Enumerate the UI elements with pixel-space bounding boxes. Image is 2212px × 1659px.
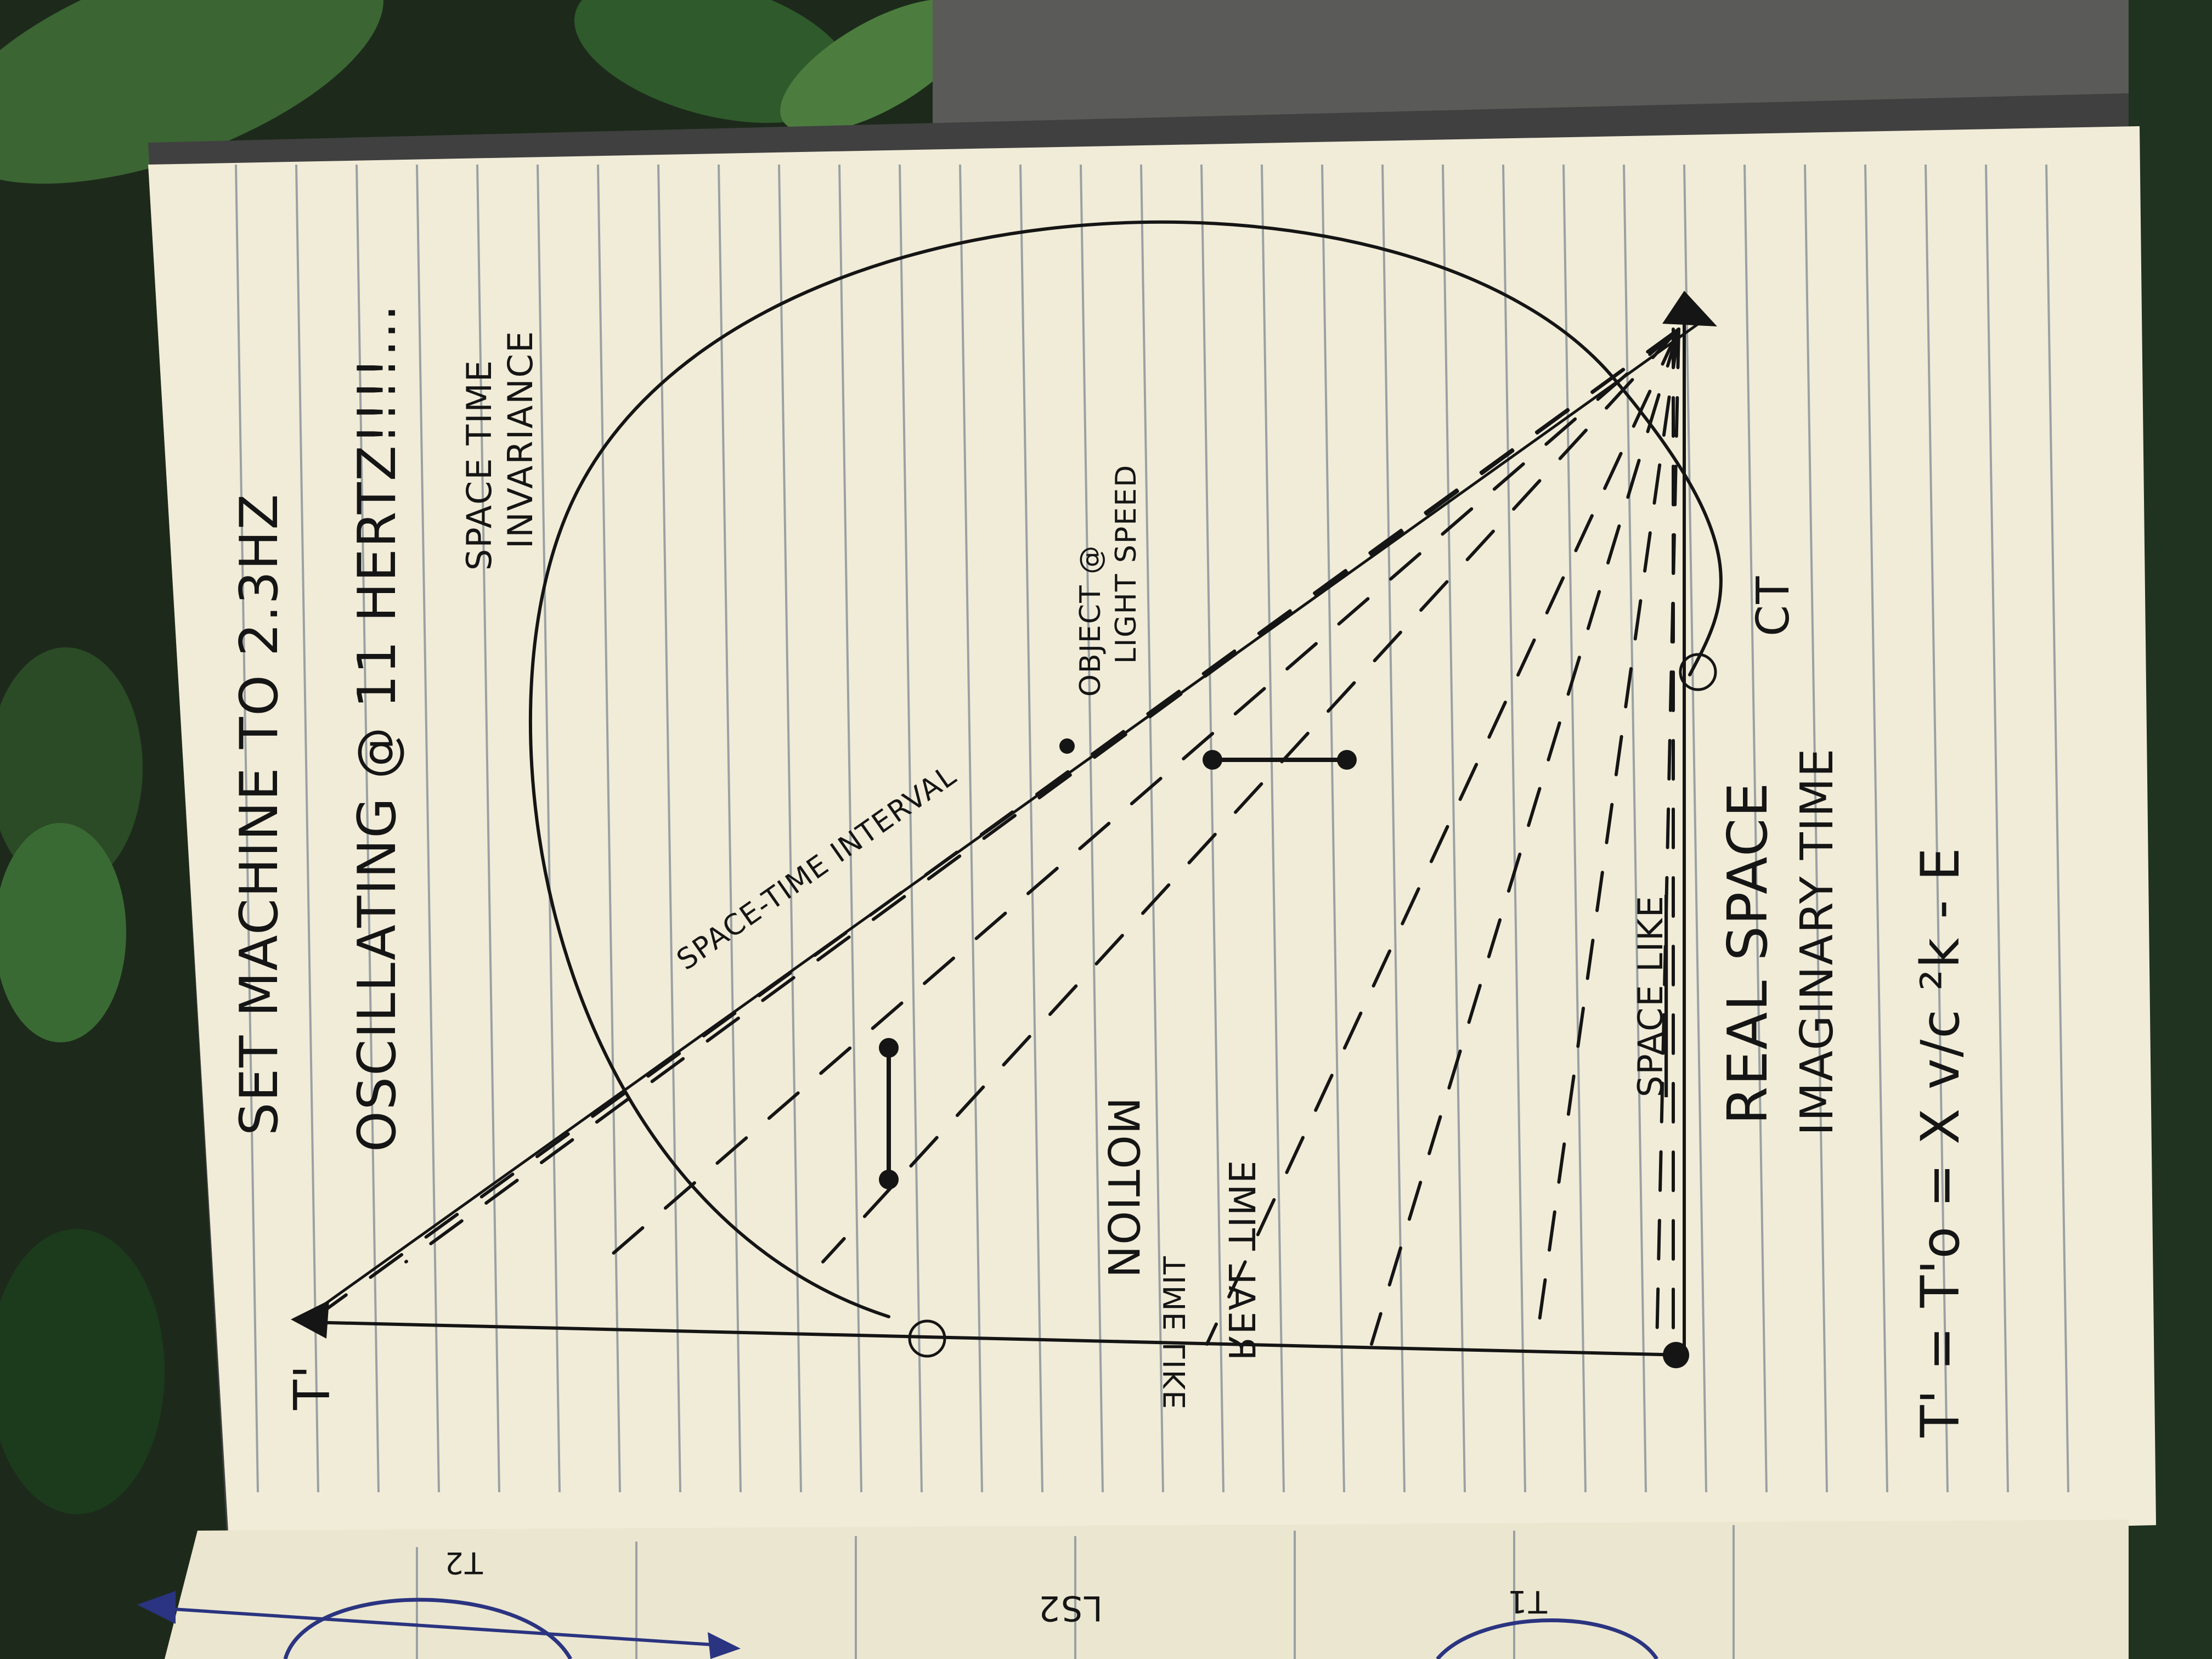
arrowhead-icon — [291, 1300, 329, 1339]
real-space-label: REAL SPACE — [1716, 781, 1780, 1125]
object-label-1: OBJECT @ — [1074, 545, 1107, 697]
marker-circle — [908, 1319, 946, 1358]
t-prime-label: T' — [284, 1364, 341, 1410]
space-like-label: SPACE LIKE — [1630, 895, 1671, 1097]
invariance-label-2: INVARIANCE — [500, 330, 540, 549]
facing-arc — [283, 1598, 573, 1659]
time-like-label: TIME LIKE — [1158, 1256, 1192, 1410]
arrowhead-icon — [708, 1632, 741, 1659]
invariance-arc — [528, 220, 1723, 1318]
dashed-rays — [322, 328, 1680, 1346]
facing-axis — [148, 1606, 730, 1647]
note-line-2: OSCILLATING @ 11 HERTZ!!!!... — [347, 303, 408, 1152]
invariance-label-1: SPACE TIME — [459, 359, 499, 571]
marker-circle — [1679, 653, 1717, 691]
leaf-icon — [0, 647, 143, 889]
facing-label-t2: T2 — [444, 1545, 483, 1580]
arrowhead-icon — [137, 1591, 176, 1624]
leaf-icon — [574, 0, 853, 123]
dot-icon — [1663, 1342, 1689, 1368]
facing-page-sheet — [165, 1520, 2129, 1659]
facing-label-ls2: LS2 — [1037, 1588, 1103, 1628]
note-line-1: SET MACHINE TO 2.3HZ — [229, 493, 290, 1136]
ct-label: CT — [1747, 575, 1799, 636]
leaf-icon — [0, 0, 383, 184]
leaf-icon — [0, 1229, 165, 1514]
leaf-icon — [0, 823, 126, 1042]
facing-page: T2 LS2 T1 — [137, 1520, 2129, 1659]
facing-label-t1: T1 — [1506, 1583, 1548, 1619]
ruled-lines — [235, 164, 2069, 1493]
dot-icon — [1059, 738, 1075, 754]
object-label-2: LIGHT SPEED — [1110, 464, 1143, 664]
arrowhead-icon — [1662, 291, 1717, 326]
motion-label: MOTION — [1098, 1097, 1147, 1279]
facing-arc — [1436, 1618, 1658, 1659]
formula-label: T' = T'o = X v/c ²k - E — [1910, 847, 1971, 1438]
real-time-label: REAL TIME — [1220, 1159, 1262, 1361]
leaf-icon — [780, 0, 975, 133]
notebook-page: SET MACHINE TO 2.3HZ OSCILLATING @ 11 HE… — [148, 126, 2156, 1569]
imaginary-time-label: IMAGINARY TIME — [1791, 748, 1843, 1136]
spacetime-diagram — [306, 220, 1723, 1357]
real-time-axis — [306, 1321, 1686, 1357]
